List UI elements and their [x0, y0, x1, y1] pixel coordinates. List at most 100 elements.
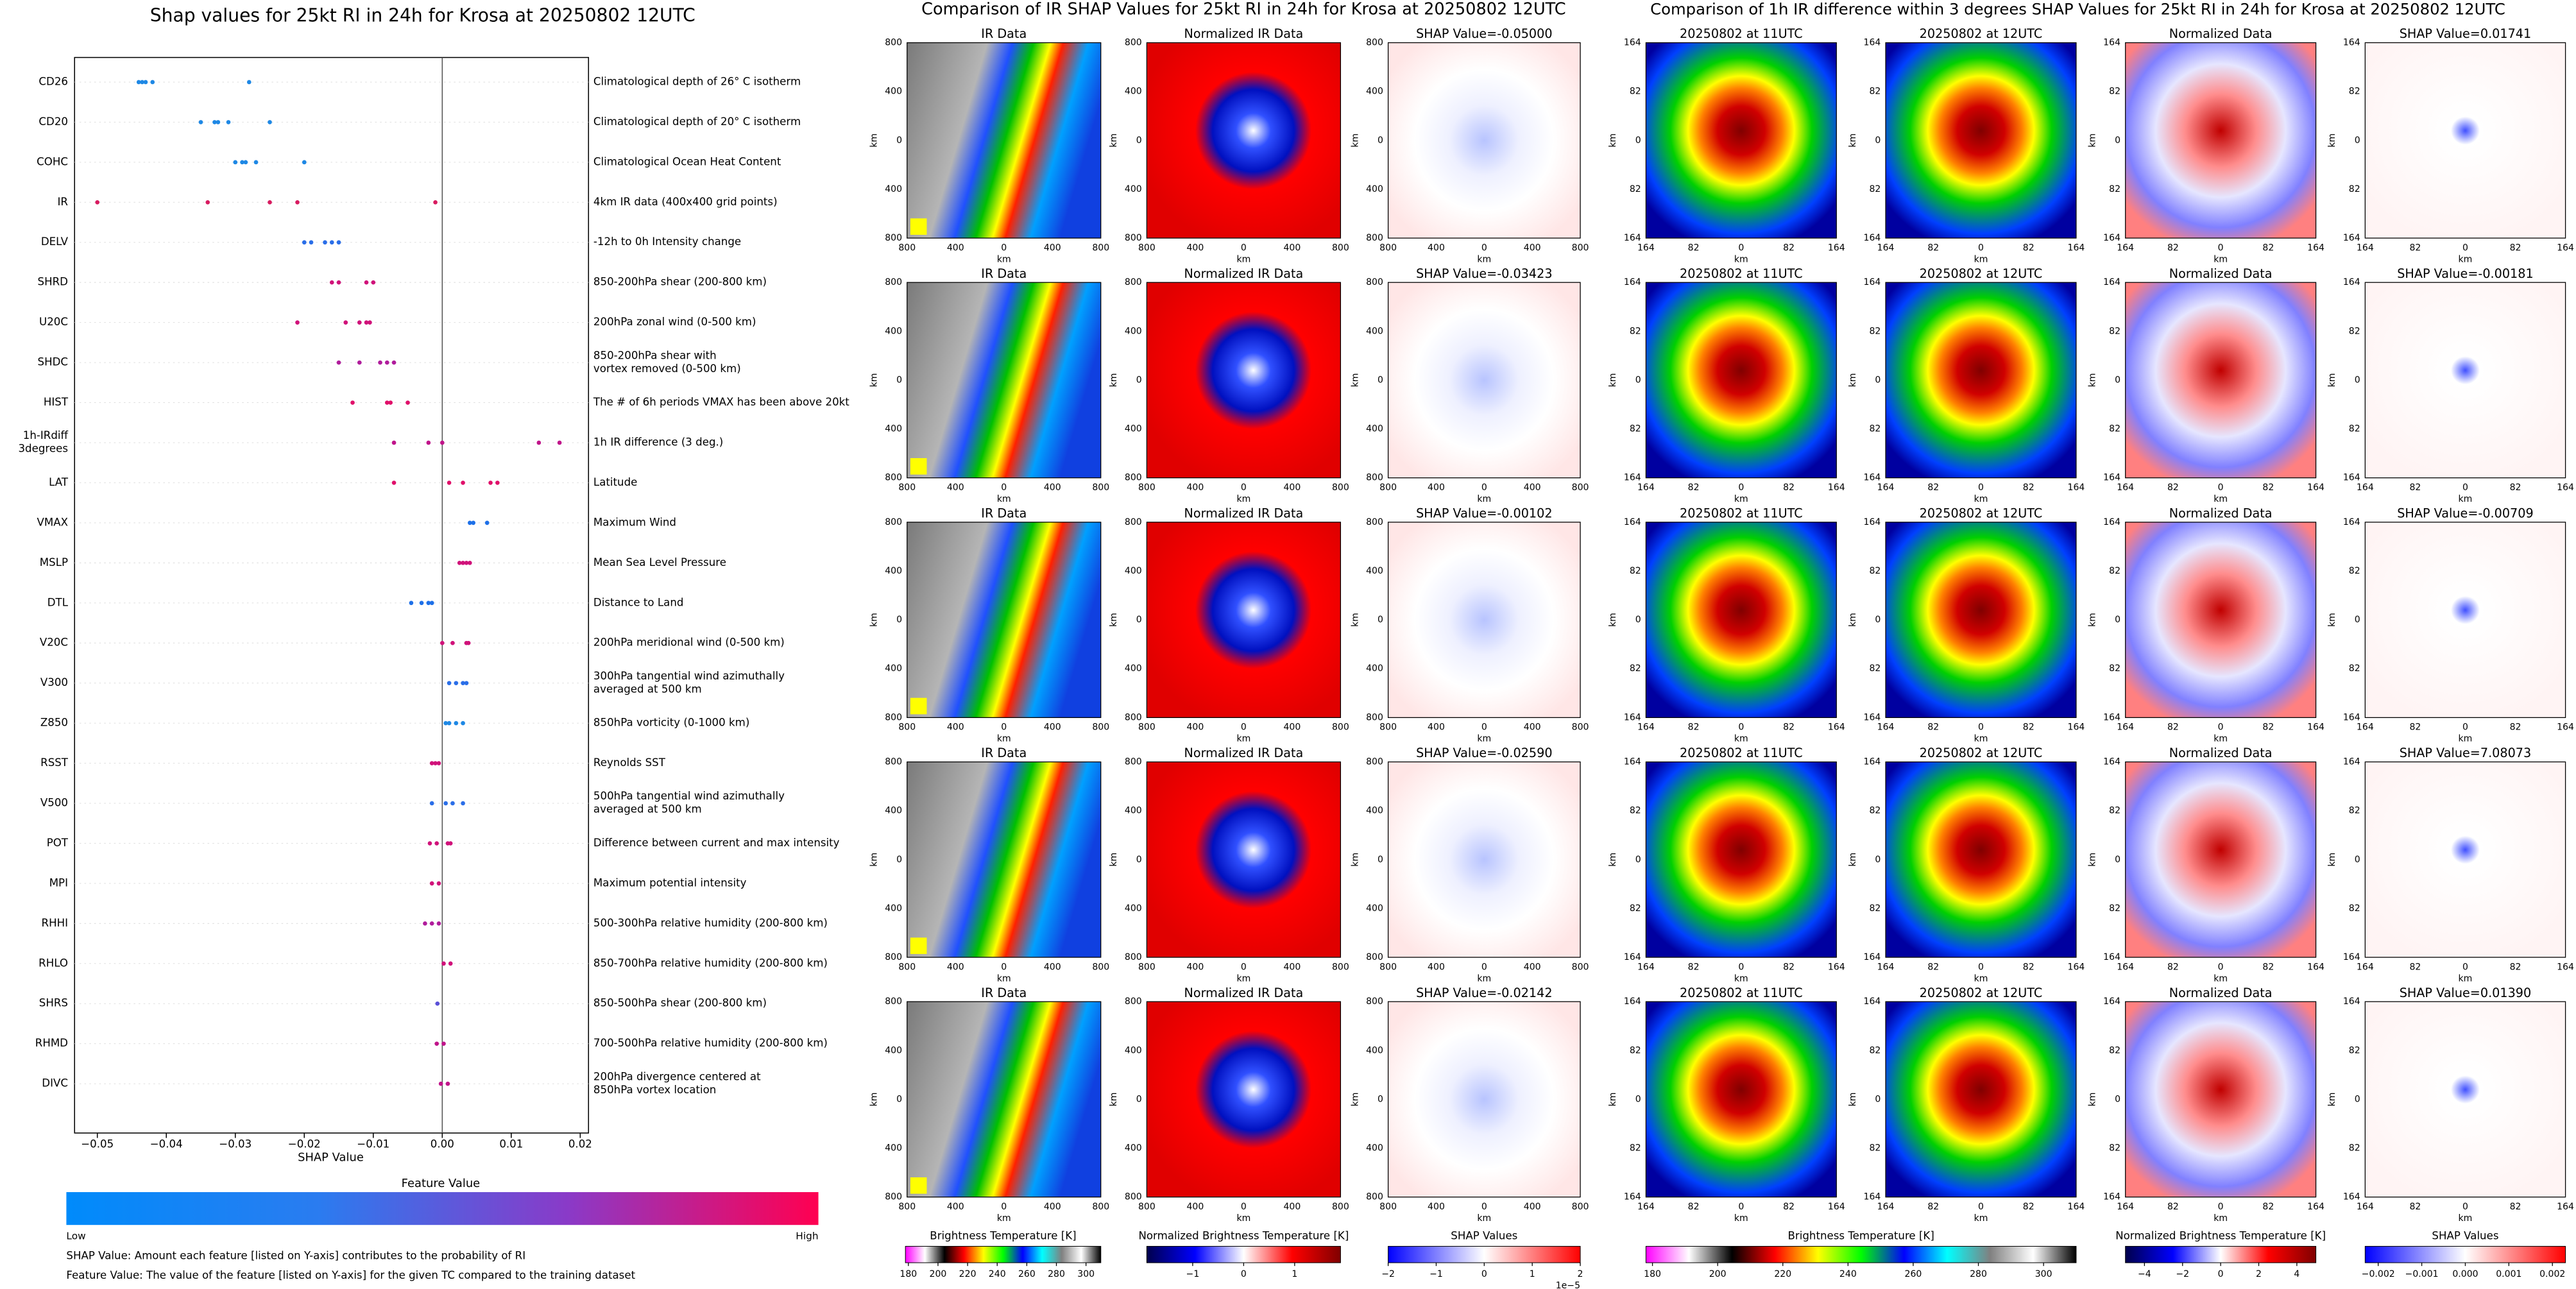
y-tick-label: 0 [2115, 375, 2120, 385]
x-axis-label: km [1974, 973, 1988, 984]
x-tick-label: −0.04 [150, 1138, 183, 1150]
y-axis-label: km [869, 1092, 880, 1106]
x-tick-label: 82 [2023, 962, 2034, 972]
y-tick-label: 400 [1366, 806, 1383, 816]
colorbar-tick-label: 2 [2256, 1269, 2262, 1279]
x-tick-label: 400 [1283, 722, 1301, 733]
satellite-image [1387, 42, 1581, 239]
x-tick-label: 164 [2357, 243, 2374, 253]
y-tick-label: 400 [1125, 184, 1142, 194]
x-tick-label: 82 [2262, 482, 2274, 493]
x-axis-label: km [2213, 254, 2228, 264]
x-tick-label: 800 [1379, 962, 1397, 972]
satellite-image [2125, 42, 2317, 239]
x-tick-label: 82 [2409, 482, 2421, 493]
feature-label: MSLP [40, 556, 68, 568]
x-tick-label: 164 [1637, 722, 1655, 733]
feature-description: 200hPa meridional wind (0-500 km) [593, 636, 785, 649]
point [433, 761, 438, 765]
y-tick-label: 0 [1875, 1094, 1881, 1104]
x-tick-label: 400 [947, 243, 964, 253]
feature-description: 850-200hPa shear (200-800 km) [593, 276, 767, 288]
feature-description: -12h to 0h Intensity change [593, 235, 741, 248]
colorbar-tick-label: 4 [2294, 1269, 2299, 1279]
y-tick-label: 82 [2349, 663, 2360, 674]
x-tick-label: 164 [1637, 962, 1655, 972]
x-axis-label: km [1477, 494, 1491, 504]
point [454, 681, 459, 685]
x-tick-label: 164 [2557, 962, 2574, 972]
x-tick-label: 400 [947, 482, 964, 493]
y-tick-label: 400 [885, 326, 902, 336]
x-tick-label: 82 [2262, 1202, 2274, 1212]
panel-title: SHAP Value=-0.00181 [2397, 266, 2533, 281]
point [240, 160, 244, 165]
x-tick-label: 800 [1138, 722, 1156, 733]
y-tick-label: 400 [885, 1143, 902, 1154]
x-tick-label: 0.01 [499, 1138, 523, 1150]
x-tick-label: 800 [898, 722, 916, 733]
colorbar-tick-label: 180 [1644, 1269, 1661, 1279]
y-tick-label: 400 [1125, 663, 1142, 674]
y-tick-label: 400 [1125, 87, 1142, 97]
point [302, 160, 307, 165]
point [295, 320, 300, 325]
colorbar-tick-label: 2 [1578, 1269, 1583, 1279]
x-tick-label: 164 [1877, 722, 1895, 733]
x-tick-label: 164 [2307, 722, 2324, 733]
point [423, 921, 427, 926]
x-axis-label: km [2213, 1213, 2228, 1224]
x-tick-label: 0 [1978, 482, 1984, 493]
feature-description: 700-500hPa relative humidity (200-800 km… [593, 1037, 828, 1049]
panel-title: SHAP Value=-0.02590 [1416, 746, 1552, 760]
panel-title: Normalized IR Data [1184, 26, 1303, 41]
x-tick-label: 82 [1783, 1202, 1795, 1212]
x-tick-label: 0 [1481, 1202, 1487, 1212]
y-tick-label: 82 [1869, 184, 1881, 194]
y-tick-label: 0 [1136, 375, 1142, 385]
y-tick-label: 82 [1630, 87, 1641, 97]
figure-title: Comparison of IR SHAP Values for 25kt RI… [921, 0, 1566, 19]
satellite-image [907, 522, 1102, 719]
feature-label: RHHI [42, 917, 68, 929]
panel-title: IR Data [981, 746, 1027, 760]
x-axis-label: km [1974, 734, 1988, 744]
x-tick-label: 82 [2167, 722, 2179, 733]
y-axis-label: km [869, 613, 880, 627]
feature-label: DIVC [42, 1077, 68, 1089]
y-tick-label: 164 [1864, 1192, 1881, 1202]
feature-label: RSST [40, 756, 69, 769]
point [447, 481, 452, 485]
x-tick-label: 0 [1001, 243, 1007, 253]
x-tick-label: 82 [2409, 722, 2421, 733]
satellite-image [1885, 282, 2077, 479]
colorbar-tick-label: 280 [1048, 1269, 1065, 1279]
colorbar-tick-label: 260 [1905, 1269, 1922, 1279]
x-tick-label: 82 [2167, 1202, 2179, 1212]
colorbar-tick-label: 1 [1292, 1269, 1297, 1279]
feature-label: COHC [37, 155, 68, 167]
satellite-image [1645, 761, 1837, 958]
colorbar [905, 1245, 1102, 1263]
x-tick-label: 0 [1978, 243, 1984, 253]
x-tick-label: 400 [1044, 722, 1061, 733]
y-tick-label: 400 [1125, 566, 1142, 576]
x-tick-label: 0 [1978, 1202, 1984, 1212]
y-tick-label: 164 [1864, 952, 1881, 962]
x-axis-label: km [1734, 734, 1748, 744]
point [461, 560, 465, 565]
y-axis-label: km [1848, 1092, 1858, 1106]
x-tick-label: 0.00 [431, 1138, 454, 1150]
satellite-image [1146, 282, 1342, 479]
x-tick-label: 400 [1044, 962, 1061, 972]
x-tick-label: 164 [2357, 962, 2374, 972]
y-tick-label: 164 [2343, 38, 2360, 48]
y-tick-label: 0 [1875, 615, 1881, 625]
y-axis-label: km [1848, 613, 1858, 627]
colorbar-tick-label: 0 [1481, 1269, 1487, 1279]
y-axis-label: km [1608, 373, 1618, 388]
point [329, 240, 334, 245]
point [429, 601, 434, 606]
x-axis-label: km [1236, 494, 1250, 504]
y-tick-label: 0 [896, 135, 902, 146]
